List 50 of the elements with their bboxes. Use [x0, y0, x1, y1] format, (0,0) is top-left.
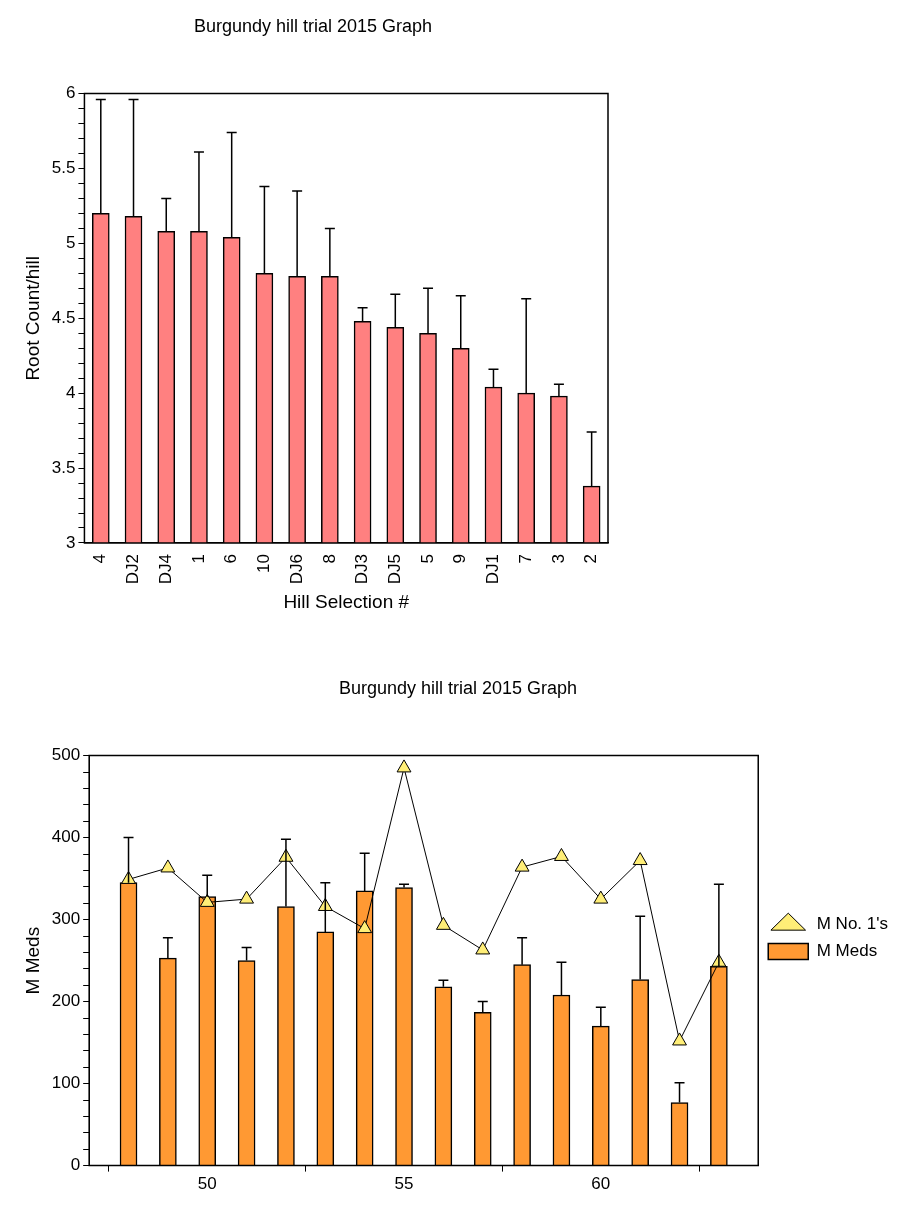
x-tick-label: 5: [417, 553, 437, 564]
y-tick-label: 3.5: [51, 457, 76, 477]
legend-label: M Meds: [816, 941, 878, 961]
x-tick-label: 55: [394, 1174, 414, 1194]
y-tick-label: 200: [51, 991, 81, 1011]
point: [514, 858, 530, 872]
x-tick-label: 3: [548, 553, 568, 564]
x-tick-label: DJ1: [483, 553, 503, 585]
point: [593, 890, 609, 904]
x-tick-label: 4: [90, 553, 110, 564]
x-tick-label: 2: [581, 553, 601, 564]
x-tick-label: 6: [221, 553, 241, 564]
point: [435, 916, 451, 930]
y-tick-label: 0: [70, 1155, 81, 1175]
y-tick-label: 100: [51, 1073, 81, 1093]
point: [554, 847, 569, 861]
point: [357, 920, 373, 934]
chart-title: Burgundy hill trial 2015 Graph: [193, 15, 433, 36]
x-tick-label: DJ6: [286, 553, 306, 585]
point: [160, 859, 176, 873]
x-tick-label: DJ3: [352, 553, 372, 585]
chart-title: Burgundy hill trial 2015 Graph: [338, 677, 578, 698]
y-tick-label: 4: [65, 382, 76, 402]
x-tick-label: 1: [188, 553, 208, 564]
point: [632, 852, 648, 866]
y-tick-label: 6: [65, 83, 76, 103]
y-tick-label: 400: [51, 827, 81, 847]
y-tick-label: 5.5: [51, 158, 76, 178]
point: [199, 893, 215, 907]
point: [475, 941, 491, 955]
legend-label: M No. 1's: [816, 914, 888, 934]
x-tick-label: DJ5: [384, 553, 404, 585]
x-tick-label: 60: [591, 1174, 611, 1194]
x-tick-label: 9: [450, 553, 470, 564]
point: [672, 1032, 687, 1046]
y-tick-label: 500: [51, 745, 81, 765]
y-tick-label: 4.5: [51, 307, 76, 327]
x-axis-title: Hill Selection #: [283, 590, 410, 612]
y-tick-label: 300: [51, 909, 81, 929]
x-tick-label: 50: [197, 1174, 217, 1194]
x-tick-label: 8: [319, 553, 339, 564]
x-tick-label: 7: [515, 553, 535, 564]
x-tick-label: DJ2: [123, 553, 143, 585]
point: [396, 759, 412, 773]
y-axis-title: M Meds: [21, 926, 43, 995]
point: [239, 890, 255, 904]
y-axis-title: Root Count/hill: [21, 255, 43, 381]
x-tick-label: DJ4: [155, 553, 175, 585]
y-tick-label: 5: [65, 233, 76, 253]
x-tick-label: 10: [254, 553, 274, 573]
